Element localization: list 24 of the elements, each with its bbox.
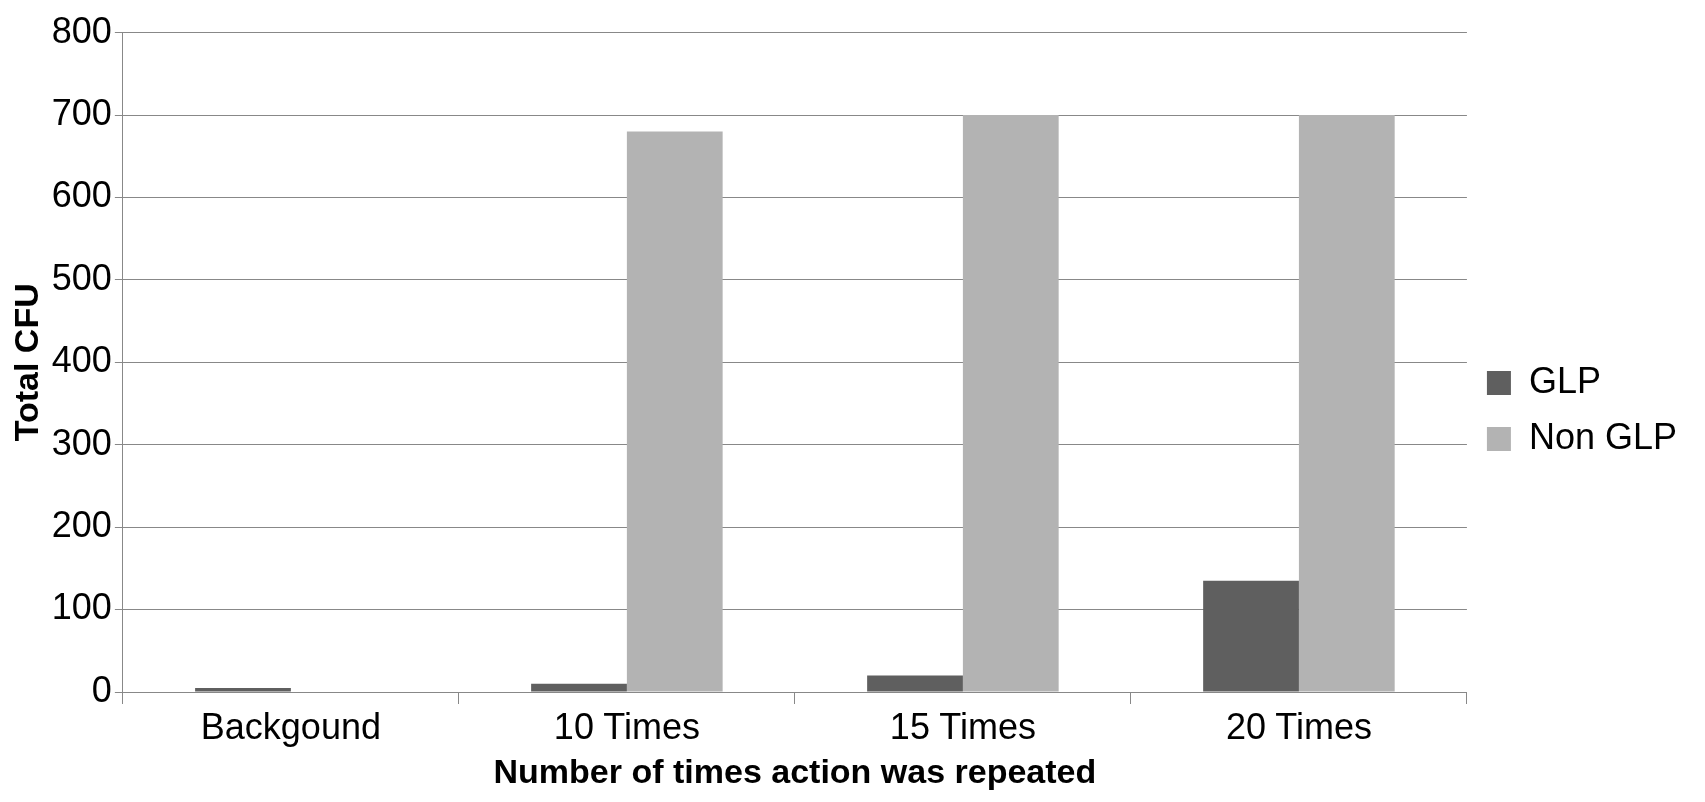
y-tick-label: 500 [51, 256, 112, 298]
bar [867, 675, 963, 692]
x-tick-label: 10 Times [553, 705, 700, 747]
y-tick-label: 800 [51, 9, 112, 51]
legend-label: GLP [1528, 359, 1601, 401]
y-tick-label: 100 [51, 586, 112, 628]
x-tick-label: Backgound [200, 705, 381, 747]
bar [1203, 580, 1299, 692]
bar [195, 687, 291, 692]
y-tick-label: 300 [51, 421, 112, 463]
bar [1298, 115, 1395, 692]
legend-label: Non GLP [1528, 415, 1677, 457]
bar [626, 131, 723, 692]
y-tick-label: 700 [51, 91, 112, 133]
y-tick-label: 400 [51, 339, 112, 381]
bar [962, 115, 1059, 692]
y-tick-label: 0 [91, 668, 112, 710]
x-tick-label: 15 Times [889, 705, 1036, 747]
y-tick-label: 600 [51, 174, 112, 216]
x-axis-title: Number of times action was repeated [493, 751, 1097, 790]
x-tick-label: 20 Times [1225, 705, 1372, 747]
bar [531, 683, 627, 692]
y-tick-label: 200 [51, 504, 112, 546]
y-axis-title: Total CFU [6, 283, 45, 442]
